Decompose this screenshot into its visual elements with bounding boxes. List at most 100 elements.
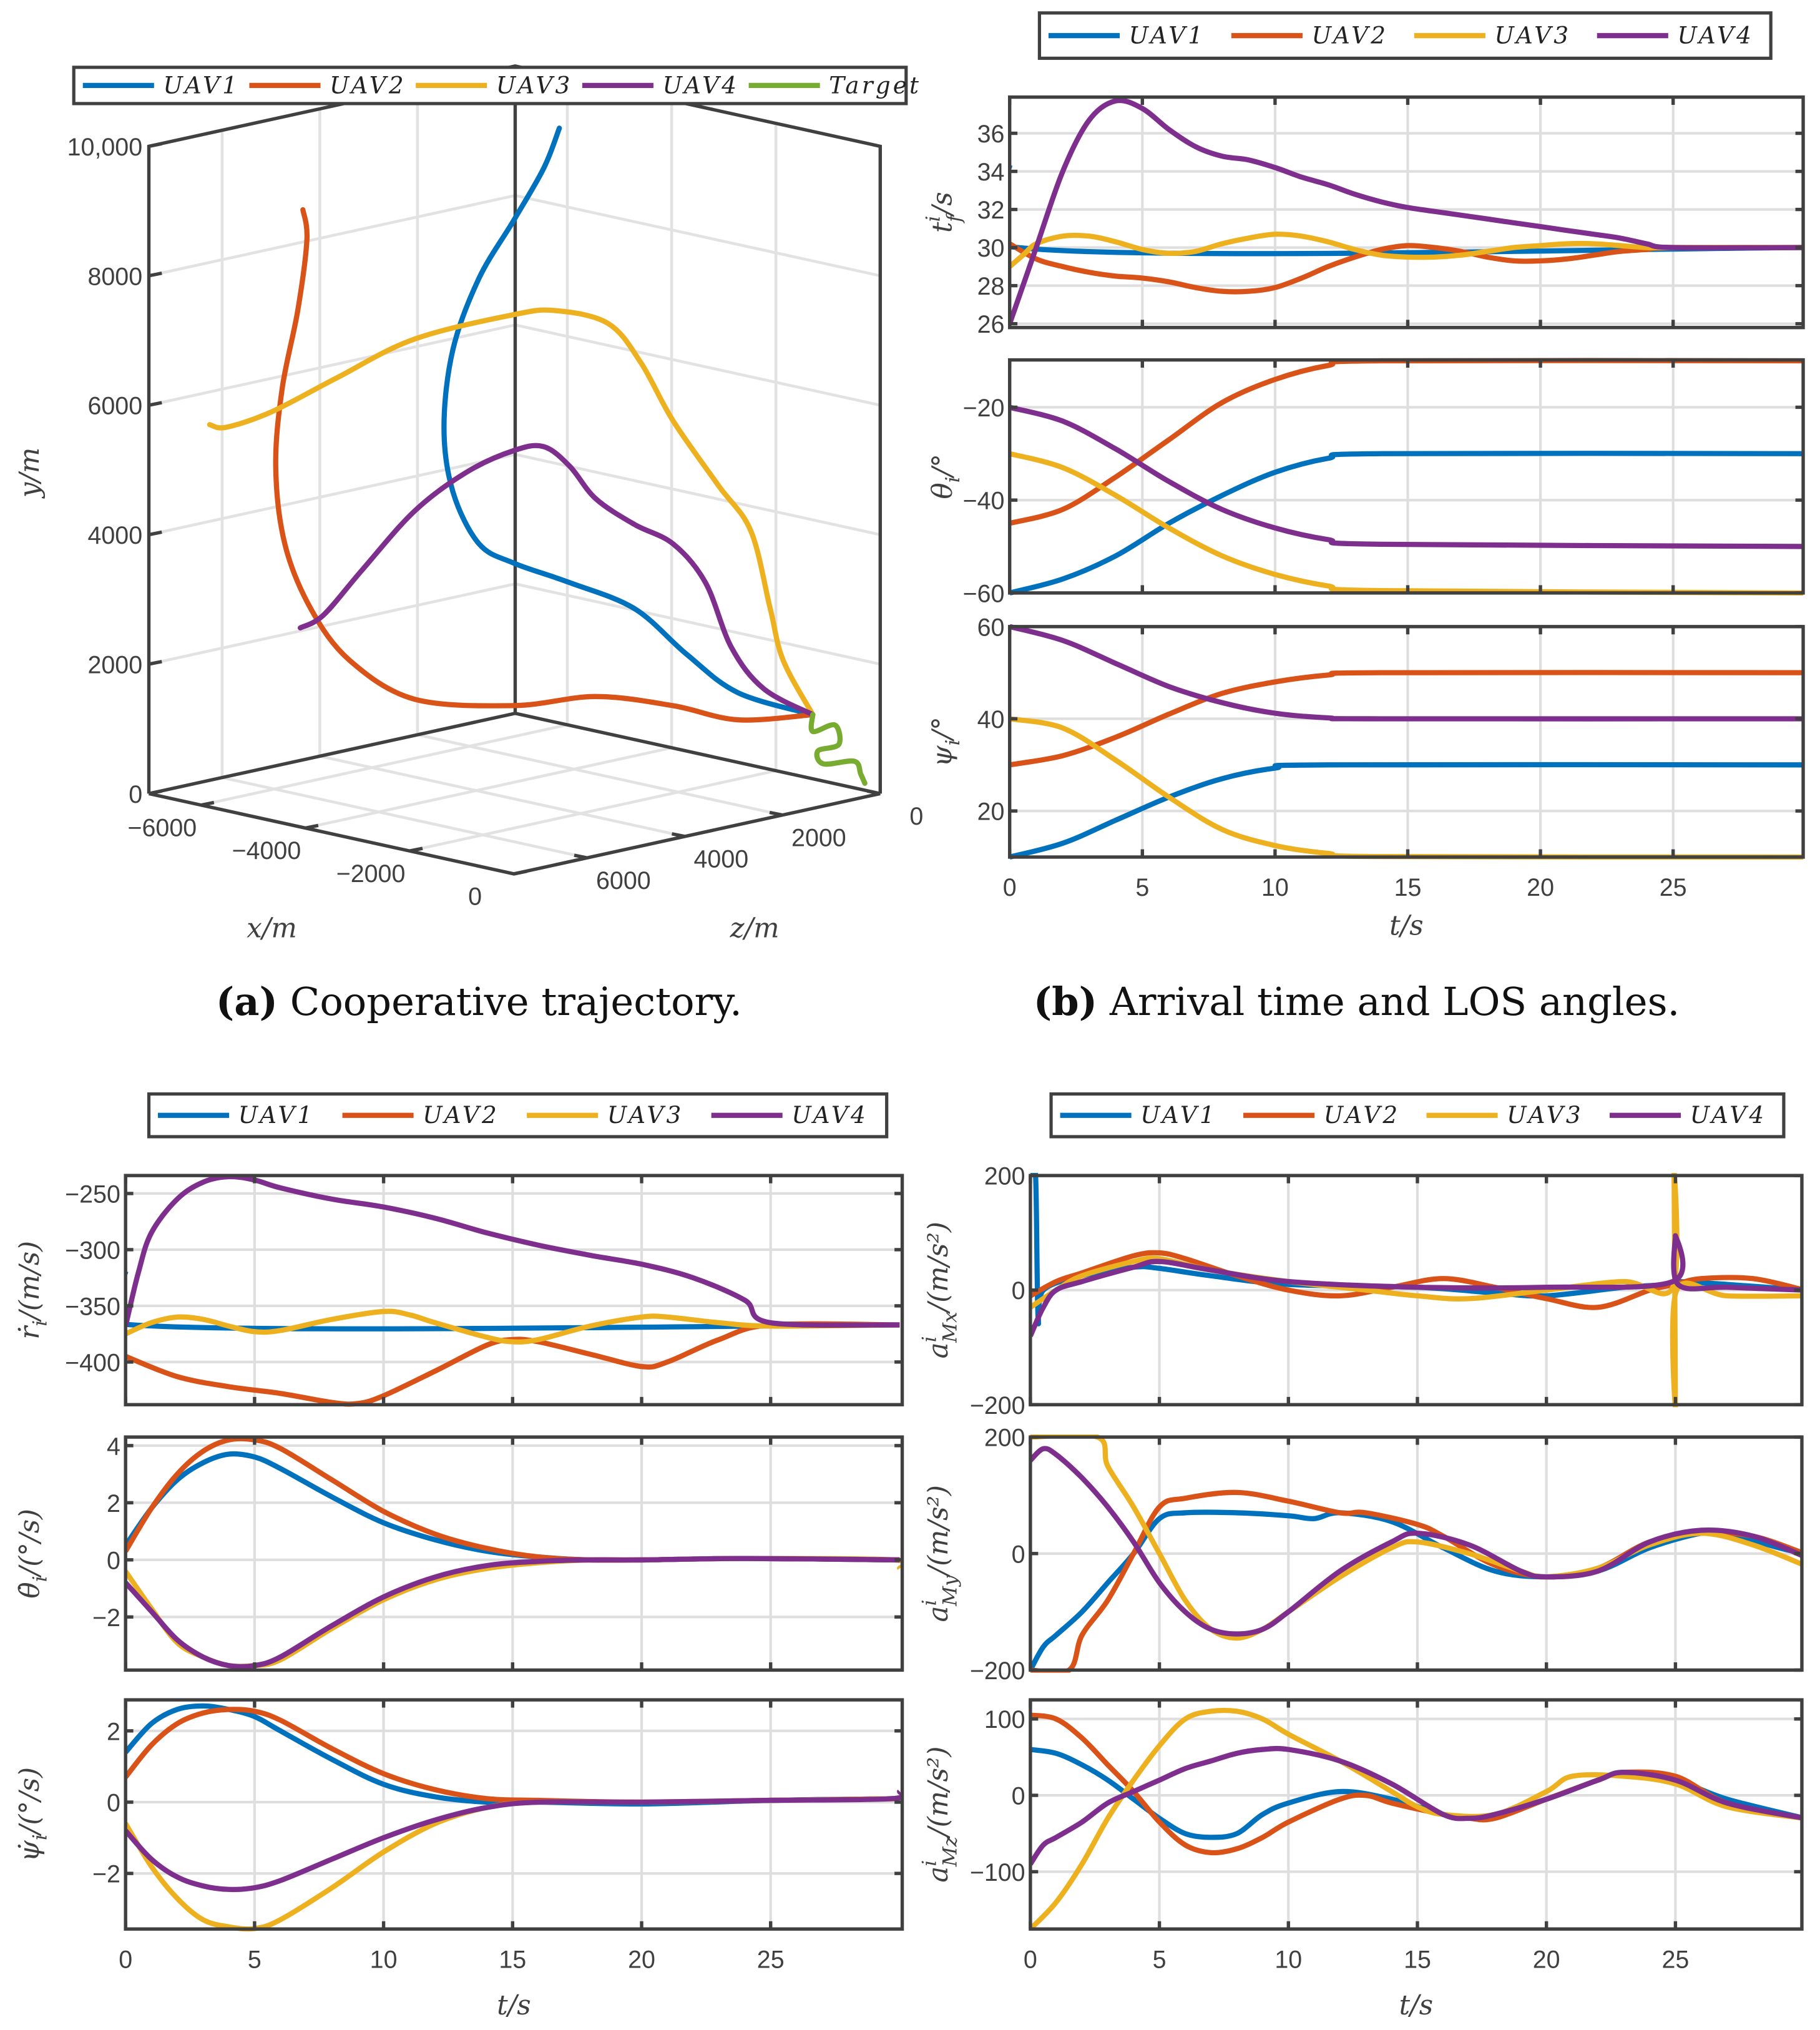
y-tick-label: −200: [970, 1657, 1025, 1685]
y-tick-label: 20: [977, 798, 1005, 826]
x-tick-label: 0: [468, 883, 482, 911]
series-uav4: [1030, 1745, 1802, 1866]
x-axis-label: x/m: [247, 913, 297, 944]
y-tick-label: 30: [977, 235, 1005, 262]
y-tick: [148, 401, 162, 407]
y-tick-label: 0: [107, 1789, 120, 1817]
y-tick: [148, 660, 162, 666]
y-label-sub: i: [942, 476, 964, 483]
series-uav4: [1030, 1233, 1802, 1337]
legend-label-uav3: UAV3: [1507, 1101, 1583, 1129]
legend-label-uav1: UAV1: [1140, 1101, 1217, 1129]
series-group: [125, 1174, 900, 1407]
y-axis-label: tif/s: [922, 192, 966, 233]
subplot: −200 0 200 aiMy/(m/s²): [918, 1424, 1804, 1685]
y-tick-label: −60: [963, 580, 1005, 607]
x-tick: [513, 870, 527, 876]
y-tick-label: 8000: [87, 263, 142, 290]
legend: UAV1 UAV2 UAV3 UAV4: [1049, 1092, 1786, 1139]
y-label-unit: /(°/s): [14, 1767, 46, 1836]
x-tick-label: 25: [757, 1946, 785, 1973]
legend-label-uav3: UAV3: [607, 1101, 684, 1129]
y-tick-label: −20: [963, 395, 1005, 422]
y-label-sup: i: [918, 1336, 941, 1342]
subplot: 20 40 60 0 5 10 15 20 25 ψi/°: [927, 614, 1805, 901]
axes-frame: [1007, 95, 1805, 330]
legend-label-uav1: UAV1: [163, 71, 240, 99]
y-axis-label: aiMz/(m/s²): [918, 1747, 961, 1883]
grid-line-z-floor: [417, 733, 783, 816]
series-uav2: [1009, 670, 1804, 768]
panel-a-3d-trajectory: 0 2000 4000 6000 8000 10,000 −6000 −4000 −2000 0 0…: [14, 64, 923, 944]
series-uav3: [1030, 1173, 1802, 1408]
legend-label-uav2: UAV2: [330, 71, 406, 99]
x-tick-label: 10: [370, 1946, 398, 1973]
series-uav2: [273, 207, 816, 723]
y-tick-label: 100: [984, 1706, 1025, 1733]
y-axis-label: y/m: [14, 448, 46, 499]
y-tick-label: −40: [963, 488, 1005, 515]
x-tick-label: 25: [1660, 874, 1687, 901]
x-axis-label: t/s: [1389, 910, 1424, 941]
grid-line-z-floor: [319, 755, 685, 838]
y-tick-label: 0: [1012, 1783, 1025, 1810]
y-tick: [148, 530, 162, 537]
x-tick-label: 0: [119, 1946, 132, 1973]
y-tick-label: 0: [1012, 1541, 1025, 1568]
y-tick-label: 2000: [87, 651, 142, 679]
y-label-sup: i: [922, 216, 945, 222]
series-uav4: [125, 1788, 903, 1893]
y-label-sub: My: [939, 1575, 962, 1607]
y-label-base: t: [927, 222, 958, 233]
y-label-sub: i: [942, 740, 964, 746]
series-uav2: [125, 1321, 900, 1407]
subplot: −60 −40 −20 θi/°: [927, 358, 1805, 607]
y-label-unit: /(m/s²): [923, 1222, 954, 1314]
y-label-base: θ: [927, 483, 958, 499]
series-group: [125, 1436, 903, 1670]
legend-label-uav1: UAV1: [238, 1101, 315, 1129]
y-label-sub: Mz: [939, 1836, 962, 1867]
y-axis-label: aiMy/(m/s²): [918, 1485, 961, 1622]
y-tick-label: −200: [970, 1392, 1025, 1420]
x-tick-label: 5: [248, 1946, 262, 1973]
y-tick-label: 26: [977, 311, 1005, 338]
caption-b-tag: (b): [1034, 979, 1097, 1024]
y-label-base: a: [923, 1866, 954, 1883]
legend-label-uav1: UAV1: [1129, 21, 1206, 49]
series-uav4: [125, 1556, 900, 1670]
y-label-unit: /(m/s²): [923, 1485, 954, 1577]
y-tick-label: 0: [1012, 1277, 1025, 1305]
caption-a-tag: (a): [216, 979, 278, 1024]
series-target: [808, 712, 868, 786]
y-tick-label: 10,000: [67, 134, 142, 161]
y-label-sup: i: [918, 1860, 941, 1866]
z-tick: [867, 789, 881, 795]
y-tick-label: 200: [984, 1163, 1025, 1190]
legend-label-uav2: UAV2: [1311, 21, 1388, 49]
y-tick-label: −2: [92, 1861, 120, 1888]
z-axis-label: z/m: [730, 913, 780, 944]
y-tick-label: 32: [977, 197, 1005, 224]
x-tick-label: −2000: [336, 860, 406, 888]
series-group: [1030, 1173, 1802, 1408]
y-tick-label: 0: [107, 1547, 120, 1574]
x-tick-label: 0: [1024, 1946, 1037, 1973]
y-axis-label: θ̇i/(°/s): [14, 1509, 51, 1599]
y-label-base: a: [923, 1606, 954, 1622]
legend-label-uav2: UAV2: [423, 1101, 499, 1129]
y-tick-label: −400: [65, 1349, 120, 1376]
y-tick-label: 0: [129, 781, 142, 808]
caption-a-text: Cooperative trajectory.: [278, 979, 742, 1024]
x-tick-label: 20: [1527, 874, 1554, 901]
series-uav4: [1030, 1446, 1802, 1637]
x-axis-label: t/s: [497, 1990, 531, 2021]
z-tick: [574, 853, 588, 860]
y-tick-label: −350: [65, 1293, 120, 1320]
z-tick-label: 2000: [791, 824, 846, 851]
y-label-sub: f: [943, 212, 966, 223]
x-tick: [200, 800, 215, 807]
y-tick-label: 40: [977, 706, 1005, 733]
x-tick-label: 10: [1261, 874, 1289, 901]
series-uav1: [1009, 451, 1804, 596]
